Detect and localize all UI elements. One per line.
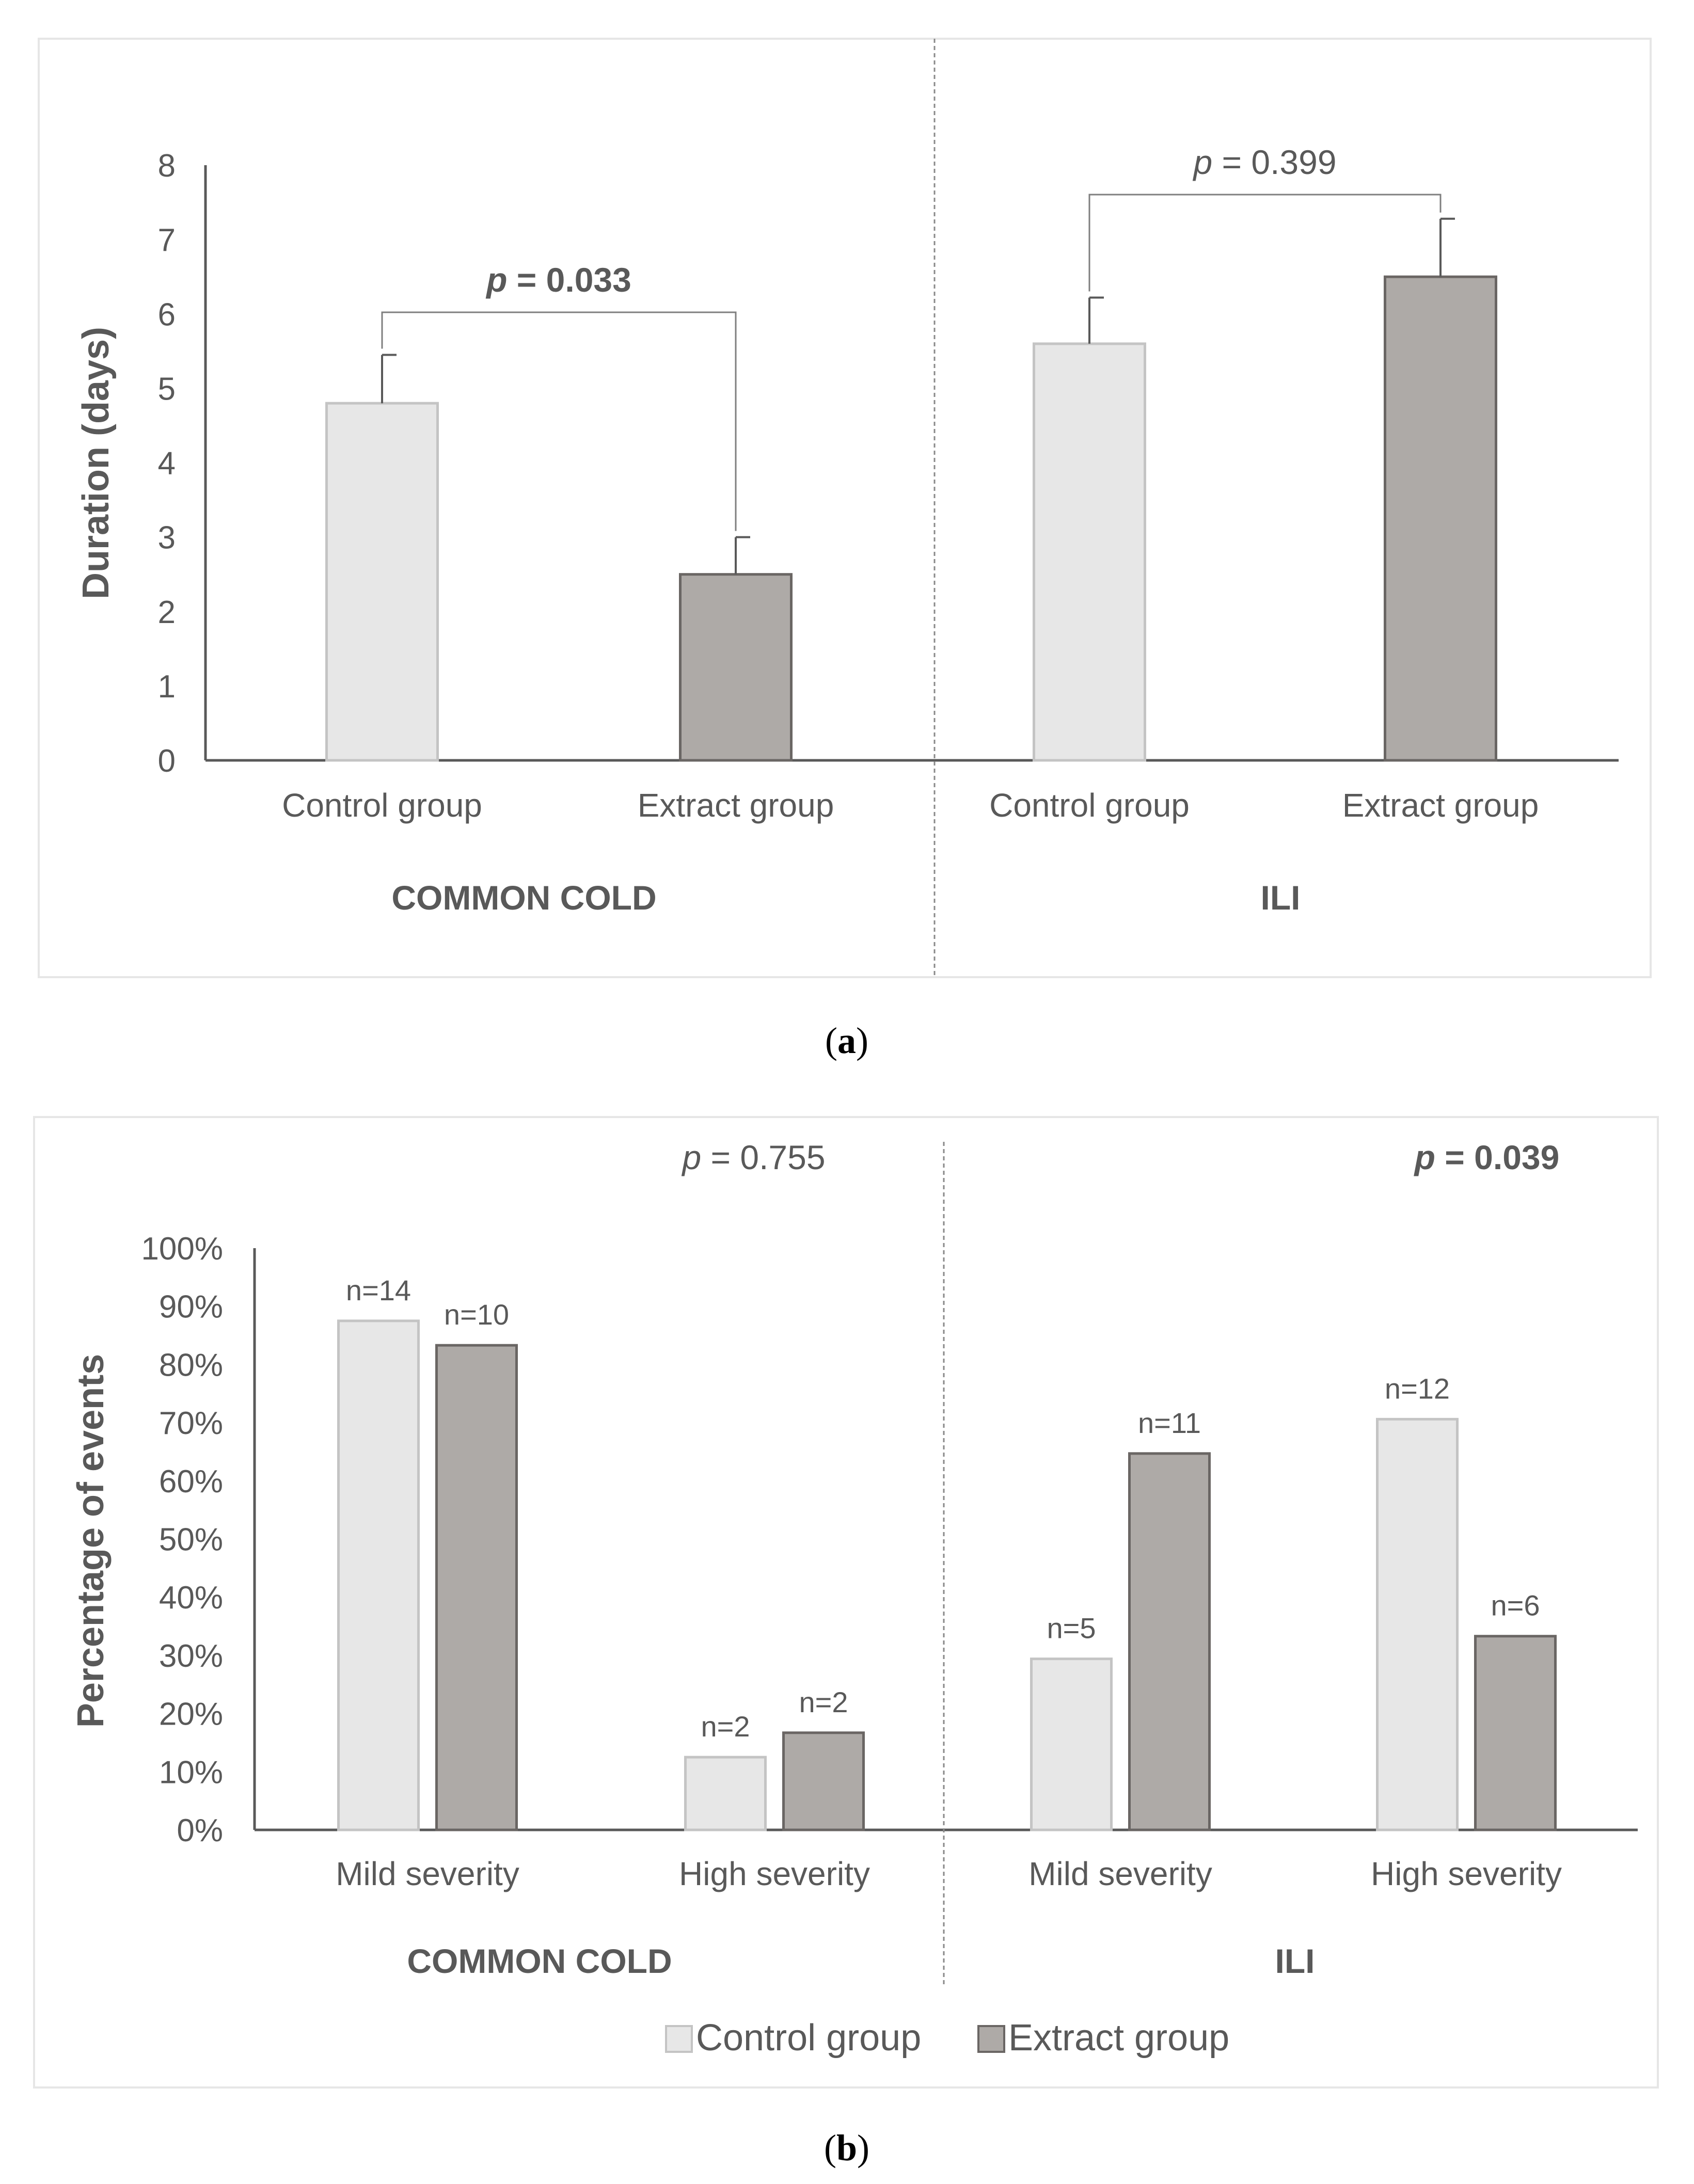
y-axis-title: Duration (days) bbox=[75, 327, 117, 599]
p-value-label: p = 0.755 bbox=[681, 1138, 825, 1176]
x-tick-label: Control group bbox=[989, 787, 1190, 824]
significance-bracket bbox=[1088, 194, 1442, 292]
bar bbox=[684, 1756, 767, 1831]
bar bbox=[679, 573, 793, 762]
y-axis-title: Percentage of events bbox=[70, 1354, 112, 1728]
legend-swatch bbox=[977, 2025, 1005, 2053]
y-tick-label: 10% bbox=[159, 1755, 223, 1790]
data-label: n=2 bbox=[701, 1710, 750, 1743]
x-tick-label: Mild severity bbox=[336, 1855, 519, 1892]
y-tick-label: 20% bbox=[159, 1697, 223, 1732]
y-tick-label: 1 bbox=[158, 669, 176, 705]
panel-b-caption: (b) bbox=[824, 2127, 869, 2169]
y-tick-label: 0% bbox=[177, 1813, 223, 1848]
bar bbox=[1376, 1417, 1459, 1831]
y-tick-label: 0 bbox=[158, 743, 176, 779]
bar bbox=[782, 1731, 865, 1831]
legend-swatch bbox=[665, 2025, 693, 2053]
bar bbox=[1128, 1452, 1211, 1831]
group-label: ILI bbox=[1261, 879, 1301, 917]
y-tick-label: 40% bbox=[159, 1580, 223, 1616]
data-label: n=11 bbox=[1138, 1407, 1201, 1439]
bar bbox=[325, 402, 439, 762]
group-label: COMMON COLD bbox=[407, 1942, 672, 1980]
data-label: n=14 bbox=[346, 1274, 411, 1306]
bar bbox=[337, 1319, 420, 1831]
legend-label: Control group bbox=[696, 2017, 921, 2059]
data-label: n=5 bbox=[1047, 1612, 1096, 1645]
x-tick-label: Control group bbox=[282, 787, 482, 824]
y-tick-label: 6 bbox=[158, 297, 176, 332]
y-tick-label: 4 bbox=[158, 446, 176, 482]
p-value-label: p = 0.039 bbox=[1414, 1138, 1560, 1176]
x-tick-label: Extract group bbox=[1342, 787, 1539, 824]
y-tick-label: 3 bbox=[158, 520, 176, 556]
x-tick-label: High severity bbox=[679, 1855, 870, 1892]
bar bbox=[1033, 342, 1146, 762]
data-label: n=2 bbox=[799, 1686, 848, 1718]
legend-label: Extract group bbox=[1008, 2017, 1229, 2059]
y-tick-label: 7 bbox=[158, 222, 176, 258]
panel-a-chart: 0 1 2 3 4 5 6 7 8 Duration (days) Control group Ext… bbox=[75, 39, 1619, 977]
bar bbox=[1030, 1657, 1113, 1831]
data-label: n=6 bbox=[1491, 1589, 1540, 1622]
y-tick-label: 50% bbox=[159, 1522, 223, 1558]
y-tick-label: 2 bbox=[158, 595, 176, 630]
data-label: n=12 bbox=[1385, 1372, 1450, 1405]
y-tick-label: 80% bbox=[159, 1347, 223, 1383]
y-tick-label: 90% bbox=[159, 1289, 223, 1325]
y-tick-label: 8 bbox=[158, 148, 176, 184]
x-tick-label: Mild severity bbox=[1028, 1855, 1212, 1892]
data-label: n=10 bbox=[444, 1298, 509, 1331]
bar bbox=[1384, 275, 1497, 762]
panel-b-chart: 0% 10% 20% 30% 40% 50% 60% 70% 80% 90% 100% Percent… bbox=[70, 1138, 1638, 2059]
p-value-label: p = 0.033 bbox=[485, 261, 631, 299]
y-tick-label: 5 bbox=[158, 371, 176, 407]
group-label: ILI bbox=[1275, 1942, 1315, 1980]
x-tick-label: High severity bbox=[1371, 1855, 1562, 1892]
y-tick-label: 100% bbox=[141, 1231, 223, 1267]
bar bbox=[1474, 1635, 1557, 1831]
y-tick-label: 70% bbox=[159, 1406, 223, 1441]
y-tick-label: 30% bbox=[159, 1638, 223, 1674]
x-tick-label: Extract group bbox=[638, 787, 834, 824]
significance-bracket bbox=[381, 311, 737, 531]
y-tick-label: 60% bbox=[159, 1464, 223, 1500]
group-label: COMMON COLD bbox=[391, 879, 656, 917]
bar bbox=[435, 1344, 518, 1831]
p-value-label: p = 0.399 bbox=[1192, 143, 1336, 181]
panel-a-caption: (a) bbox=[825, 1020, 868, 1061]
